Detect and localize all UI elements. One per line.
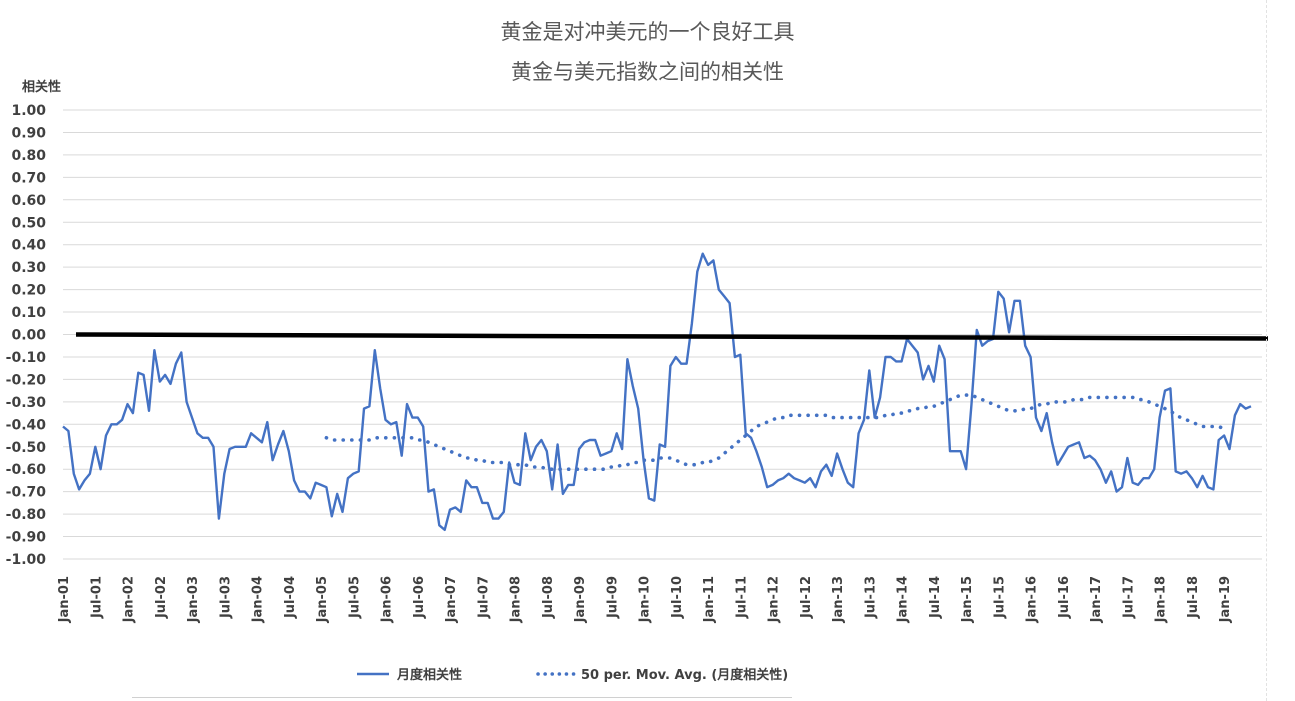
y-tick-label: -0.50 [6,440,47,456]
x-tick-label: Jan-18 [1154,576,1169,623]
y-tick-label: 0.00 [11,328,46,344]
x-tick-label: Jan-04 [251,576,266,623]
x-tick-label: Jul-10 [670,576,685,619]
x-tick-label: Jul-16 [1057,576,1072,619]
y-axis-label: 相关性 [22,80,62,95]
y-tick-label: -0.20 [6,372,47,388]
y-tick-label: 0.50 [11,215,46,231]
x-tick-label: Jul-03 [218,576,233,619]
x-tick-label: Jul-05 [347,576,362,619]
x-tick-label: Jul-13 [863,576,878,619]
x-tick-label: Jul-06 [412,576,427,619]
legend-swatch-solid [357,672,389,676]
x-tick-label: Jul-09 [605,576,620,619]
x-tick-label: Jan-12 [767,576,782,623]
zero-reference-line-group [75,332,1269,341]
legend-label-moving-average: 50 per. Mov. Avg. (月度相关性) [581,668,789,683]
x-tick-label: Jan-17 [1089,576,1104,623]
x-tick-label: Jan-02 [122,576,137,623]
y-axis-ticks: 1.00 0.90 0.80 0.70 0.60 0.50 0.40 0.30 0.20 0.10… [6,103,47,568]
y-tick-label: 0.90 [11,125,46,141]
x-tick-label: Jan-19 [1218,576,1233,623]
y-tick-label: 1.00 [11,103,46,119]
x-tick-label: Jan-05 [315,576,330,623]
y-tick-label: 0.40 [11,238,46,254]
x-tick-label: Jan-16 [1025,576,1040,623]
zero-reference-line [75,332,1269,341]
bottom-divider [132,697,792,698]
y-tick-label: -0.70 [6,485,47,501]
gridlines [63,109,1262,560]
x-tick-label: Jul-14 [928,576,943,619]
x-tick-label: Jan-15 [960,576,975,623]
series-line-monthly-correlation [62,252,1252,531]
y-tick-label: -1.00 [6,552,47,568]
x-tick-label: Jul-01 [89,576,104,619]
x-tick-label: Jul-07 [476,576,491,619]
chart-subtitle: 黄金与美元指数之间的相关性 [511,60,784,84]
y-tick-label: 0.10 [11,305,46,321]
y-tick-label: -0.10 [6,350,47,366]
y-tick-label: -0.60 [6,462,47,478]
x-tick-label: Jan-10 [638,576,653,623]
x-tick-label: Jul-18 [1186,576,1201,619]
x-tick-label: Jan-03 [186,576,201,623]
x-axis-ticks: Jan-01 Jul-01 Jan-02 Jul-02 Jan-03 Jul-03 Jan-… [57,576,1233,623]
x-tick-label: Jul-08 [541,576,556,619]
x-tick-label: Jan-14 [896,576,911,623]
y-tick-label: -0.80 [6,507,47,523]
x-tick-label: Jul-12 [799,576,814,619]
series-line-moving-average [324,393,1226,472]
legend-swatch-dotted [536,672,576,676]
x-tick-label: Jan-01 [57,576,72,623]
x-tick-label: Jan-13 [831,576,846,623]
x-tick-label: Jan-08 [509,576,524,623]
x-tick-label: Jan-06 [380,576,395,623]
x-tick-label: Jul-02 [154,576,169,619]
x-tick-label: Jan-09 [573,576,588,623]
series-layer [62,252,1252,531]
legend-label-monthly: 月度相关性 [397,668,463,683]
y-tick-label: -0.40 [6,417,47,433]
x-tick-label: Jan-11 [702,576,717,623]
x-tick-label: Jul-04 [283,576,298,619]
y-tick-label: 0.20 [11,283,46,299]
x-tick-label: Jan-07 [444,576,459,623]
right-edge-guide [1266,0,1268,701]
x-tick-label: Jul-15 [992,576,1007,619]
chart-title: 黄金是对冲美元的一个良好工具 [500,20,795,44]
x-tick-label: Jul-17 [1121,576,1136,619]
y-tick-label: 0.70 [11,170,46,186]
x-tick-label: Jul-11 [734,576,749,619]
y-tick-label: 0.80 [11,148,46,164]
y-tick-label: 0.30 [11,260,46,276]
y-tick-label: -0.90 [6,530,47,546]
y-tick-label: -0.30 [6,395,47,411]
y-tick-label: 0.60 [11,193,46,209]
